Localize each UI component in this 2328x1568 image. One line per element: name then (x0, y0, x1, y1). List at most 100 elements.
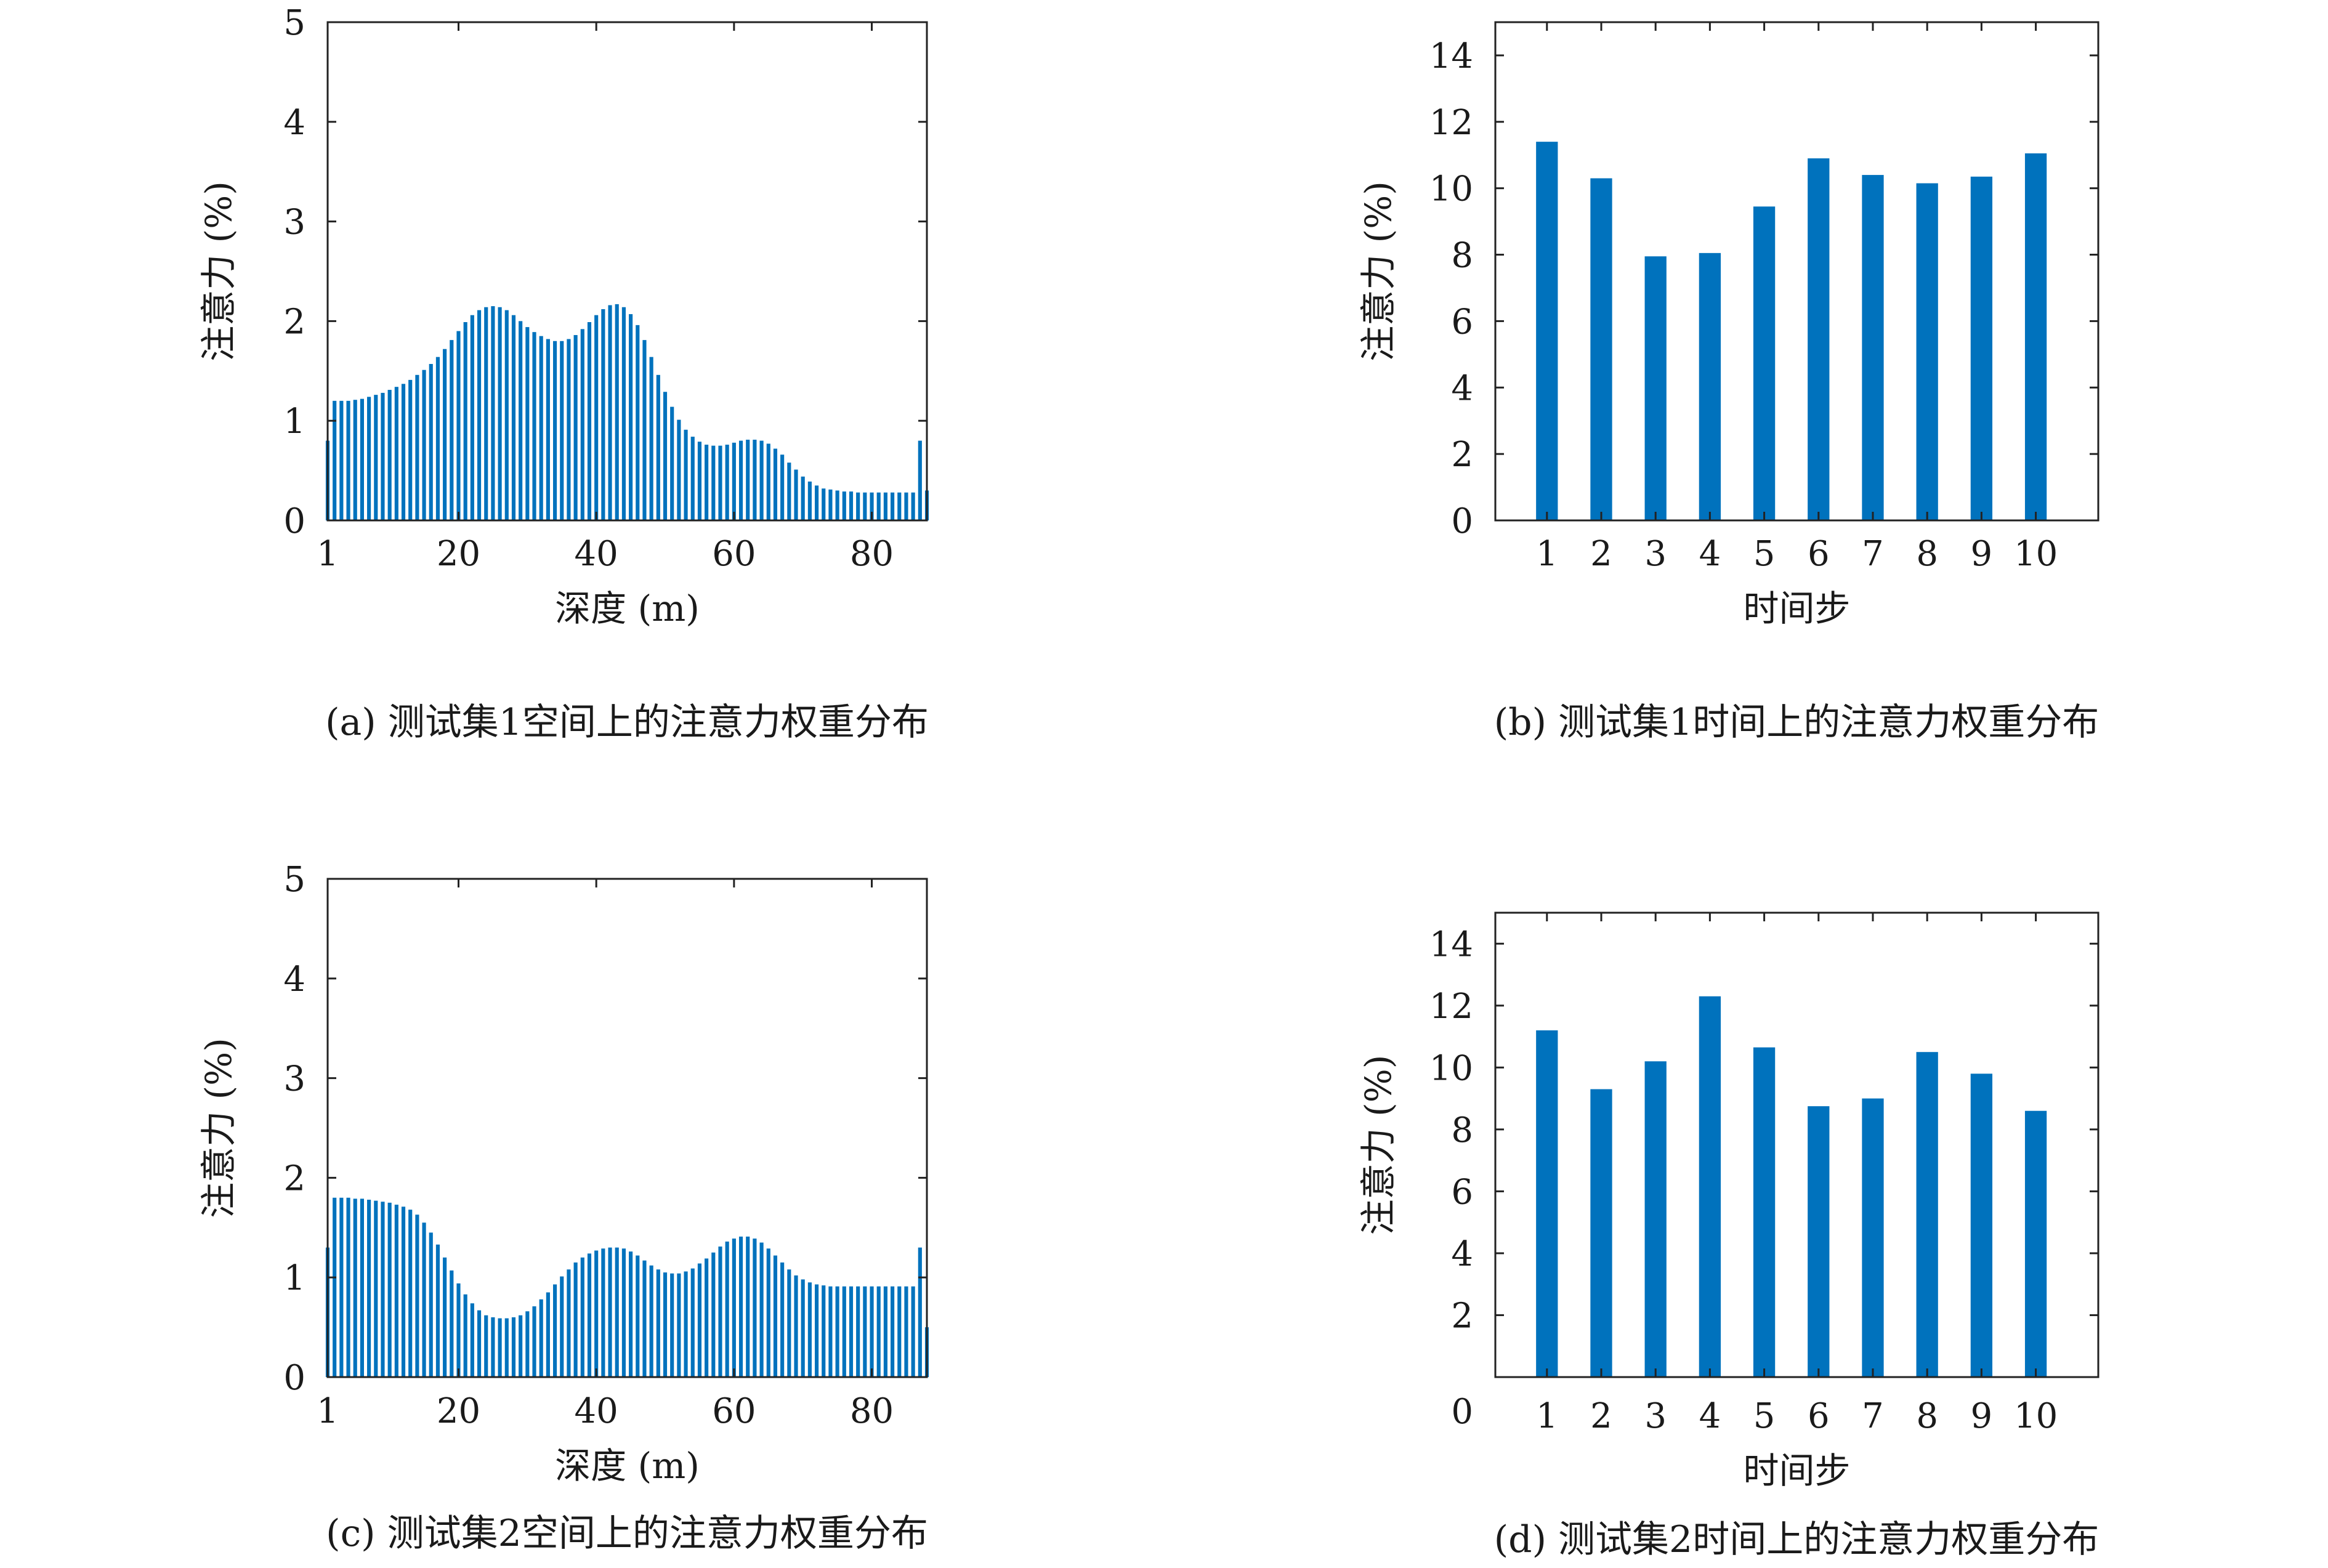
bar-a-42 (608, 305, 612, 520)
bar-a-52 (677, 419, 681, 520)
bar-c-16 (429, 1232, 433, 1377)
bar-c-10 (387, 1202, 392, 1377)
bar-a-66 (773, 448, 778, 520)
bar-c-19 (450, 1270, 454, 1377)
xtick-label: 3 (1644, 1396, 1667, 1436)
bar-c-31 (532, 1306, 536, 1377)
bar-a-15 (422, 370, 426, 520)
bar-c-6 (360, 1198, 364, 1377)
ytick-label: 8 (1451, 1110, 1473, 1150)
x-axis-label: 深度 (m) (555, 588, 700, 629)
bar-b-7 (1862, 175, 1884, 520)
bar-a-37 (573, 335, 578, 520)
bar-c-66 (773, 1255, 778, 1377)
bar-a-16 (429, 363, 433, 520)
bar-c-30 (525, 1311, 530, 1377)
bar-c-86 (911, 1286, 915, 1377)
bar-b-3 (1644, 256, 1667, 520)
bar-c-56 (705, 1258, 709, 1377)
bar-a-48 (649, 357, 653, 520)
bar-c-8 (374, 1200, 378, 1377)
panel-caption: (c) 测试集2空间上的注意力权重分布 (326, 1512, 928, 1555)
bar-a-75 (835, 490, 839, 520)
bar-a-17 (435, 357, 440, 520)
bar-a-4 (346, 400, 350, 520)
bar-c-45 (629, 1251, 633, 1377)
xtick-label: 9 (1971, 534, 1993, 574)
bar-a-69 (794, 469, 798, 520)
bar-a-30 (525, 327, 530, 520)
bar-a-6 (360, 398, 364, 520)
bar-a-67 (780, 455, 785, 520)
bar-a-50 (663, 392, 668, 520)
bar-a-73 (822, 488, 826, 520)
ytick-label: 0 (1451, 1392, 1473, 1432)
xtick-label: 4 (1699, 534, 1721, 574)
bar-c-55 (697, 1263, 702, 1377)
bar-c-15 (422, 1222, 426, 1377)
xtick-label: 3 (1644, 534, 1667, 574)
bar-a-72 (814, 485, 819, 520)
bar-d-7 (1862, 1098, 1884, 1377)
bar-c-43 (615, 1247, 619, 1377)
bar-c-25 (491, 1317, 495, 1377)
bar-a-64 (759, 440, 764, 520)
ytick-label: 5 (283, 860, 305, 900)
bar-c-69 (794, 1275, 798, 1377)
bar-a-61 (738, 440, 743, 520)
ytick-label: 1 (283, 1258, 305, 1298)
xtick-label: 20 (437, 1391, 480, 1431)
bar-a-3 (339, 400, 344, 520)
bar-a-14 (415, 374, 419, 520)
bar-c-71 (807, 1282, 812, 1377)
bar-c-21 (463, 1294, 467, 1377)
bar-c-36 (567, 1269, 571, 1377)
bar-a-53 (684, 429, 688, 520)
bar-c-72 (814, 1284, 819, 1377)
xtick-label: 6 (1808, 1396, 1830, 1436)
bar-a-28 (511, 315, 516, 520)
bar-d-2 (1590, 1089, 1612, 1377)
bar-a-71 (807, 481, 812, 520)
bar-c-58 (718, 1247, 722, 1377)
bar-a-70 (801, 476, 805, 520)
ytick-label: 8 (1451, 236, 1473, 276)
xtick-label: 1 (317, 534, 339, 574)
xtick-label: 8 (1916, 1396, 1938, 1436)
bar-a-57 (711, 445, 716, 520)
xtick-label: 5 (1753, 1396, 1776, 1436)
bar-c-84 (897, 1286, 902, 1377)
bar-c-12 (401, 1206, 406, 1377)
bar-c-73 (822, 1285, 826, 1377)
bar-a-83 (891, 492, 895, 520)
bar-d-4 (1699, 996, 1721, 1377)
y-axis-label: 注意力 (%) (198, 1038, 240, 1218)
bar-c-4 (346, 1197, 350, 1377)
ytick-label: 2 (283, 1158, 305, 1198)
y-axis-label: 注意力 (%) (1357, 1055, 1399, 1235)
bar-c-11 (394, 1205, 398, 1377)
x-axis-label: 时间步 (1743, 1450, 1850, 1492)
bar-c-68 (787, 1269, 791, 1377)
bar-a-43 (615, 304, 619, 520)
bar-a-86 (911, 492, 915, 520)
xtick-label: 1 (1536, 1396, 1558, 1436)
bar-a-51 (670, 406, 674, 520)
plot-frame-a (326, 21, 928, 522)
bar-a-45 (629, 314, 633, 520)
bar-c-38 (580, 1257, 584, 1377)
xtick-label: 1 (1536, 534, 1558, 574)
x-axis-label: 深度 (m) (555, 1445, 700, 1487)
bar-d-5 (1753, 1047, 1776, 1377)
bar-c-59 (725, 1241, 729, 1377)
panel-caption: (d) 测试集2时间上的注意力权重分布 (1494, 1518, 2099, 1561)
ytick-label: 1 (283, 402, 305, 442)
bar-d-9 (1970, 1073, 1993, 1377)
bar-a-54 (690, 437, 695, 520)
bar-a-58 (718, 445, 722, 520)
bar-b-10 (2024, 153, 2047, 520)
bar-a-20 (456, 331, 461, 520)
xtick-label: 6 (1808, 534, 1830, 574)
bar-c-50 (663, 1272, 668, 1377)
bar-c-76 (842, 1286, 846, 1377)
